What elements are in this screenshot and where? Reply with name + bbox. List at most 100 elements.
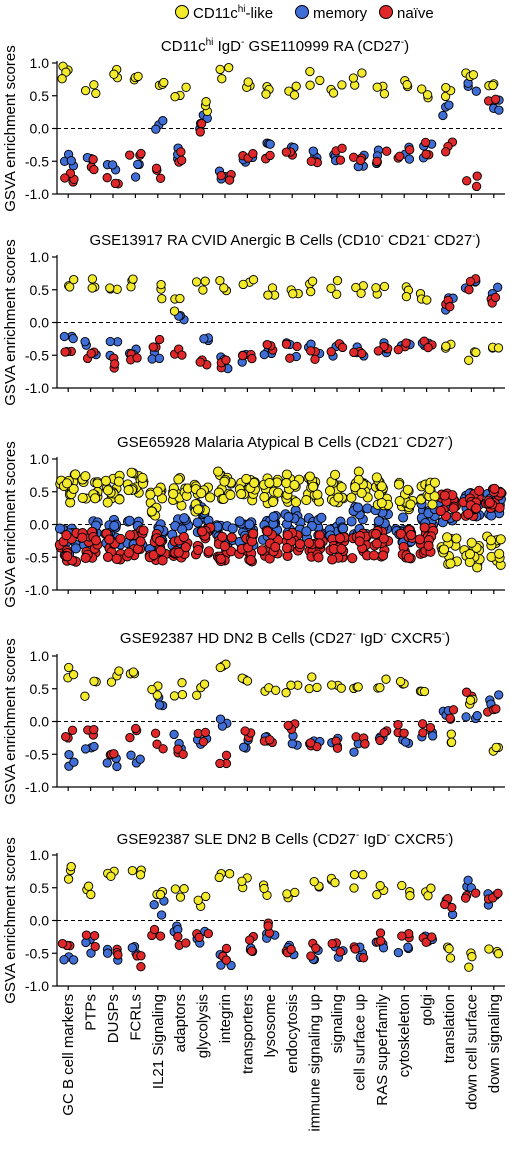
- point-cd11c: [304, 683, 314, 694]
- point-naive: [471, 888, 481, 898]
- point-cd11c: [281, 469, 292, 480]
- y-tick-label: 1.0: [30, 648, 50, 664]
- point-naive: [102, 551, 114, 563]
- point-memory: [54, 523, 66, 534]
- point-cd11c: [307, 276, 318, 286]
- point-naive: [401, 338, 411, 348]
- point-cd11c: [307, 672, 317, 682]
- point-cd11c: [106, 677, 117, 687]
- data-points: [57, 61, 504, 192]
- point-memory: [149, 900, 159, 910]
- point-naive: [180, 542, 191, 553]
- point-naive: [306, 951, 316, 961]
- point-cd11c: [147, 684, 157, 695]
- point-naive: [440, 899, 450, 910]
- point-cd11c: [181, 82, 191, 92]
- point-naive: [281, 543, 292, 554]
- point-cd11c: [57, 74, 67, 84]
- category-label: cell surface up: [351, 994, 368, 1091]
- point-cd11c: [330, 877, 340, 888]
- point-cd11c: [395, 676, 406, 687]
- point-cd11c: [191, 277, 202, 287]
- legend-marker: [175, 5, 189, 19]
- point-naive: [173, 547, 184, 558]
- panel-title: GSE13917 RA CVID Anergic B Cells (CD10- …: [89, 231, 480, 249]
- point-cd11c: [80, 85, 91, 96]
- point-cd11c: [379, 281, 390, 292]
- point-naive: [215, 758, 225, 769]
- point-cd11c: [215, 275, 225, 286]
- point-memory: [151, 124, 161, 134]
- point-memory: [316, 512, 327, 523]
- point-naive: [285, 353, 295, 363]
- category-label: adaptors: [172, 994, 189, 1052]
- point-naive: [90, 535, 102, 546]
- point-cd11c: [80, 691, 90, 701]
- category-label: transporters: [239, 994, 256, 1074]
- point-memory: [154, 700, 165, 710]
- point-cd11c: [393, 479, 404, 490]
- point-cd11c: [401, 291, 412, 302]
- point-memory: [373, 516, 384, 527]
- point-memory: [68, 333, 78, 344]
- point-naive: [195, 127, 205, 137]
- point-naive: [263, 921, 273, 931]
- point-cd11c: [114, 494, 125, 505]
- point-cd11c: [426, 883, 436, 893]
- point-memory: [244, 519, 255, 530]
- point-cd11c: [305, 80, 315, 90]
- point-cd11c: [91, 88, 101, 99]
- point-naive: [86, 348, 96, 359]
- point-cd11c: [87, 283, 97, 293]
- point-naive: [203, 546, 214, 557]
- point-naive: [286, 944, 296, 955]
- point-cd11c: [288, 289, 298, 299]
- point-naive: [265, 150, 275, 161]
- point-memory: [301, 526, 312, 537]
- point-cd11c: [224, 869, 235, 879]
- point-cd11c: [224, 62, 234, 73]
- point-cd11c: [170, 92, 180, 102]
- point-naive: [131, 723, 141, 734]
- y-tick-label: 1.0: [30, 249, 50, 265]
- category-label: integrin: [217, 994, 234, 1043]
- point-naive: [393, 720, 403, 730]
- panel-5: GSE92387 SLE DN2 B Cells (CD27- IgD- CXC…: [2, 830, 505, 1004]
- point-cd11c: [200, 276, 210, 286]
- data-points: [59, 274, 504, 374]
- point-naive: [311, 943, 321, 953]
- point-cd11c: [217, 74, 227, 84]
- point-naive: [200, 727, 211, 738]
- point-naive: [178, 749, 188, 759]
- point-naive: [151, 163, 162, 173]
- point-cd11c: [175, 293, 185, 304]
- point-naive: [397, 931, 407, 941]
- point-cd11c: [349, 869, 360, 880]
- point-naive: [102, 173, 112, 183]
- panel-title: CD11chi IgD- GSE110999 RA (CD27-): [161, 37, 409, 55]
- point-naive: [67, 725, 78, 735]
- panels: CD11chi IgD- GSE110999 RA (CD27-) 1.0 0.5 0…: [2, 37, 507, 1004]
- point-cd11c: [282, 889, 292, 899]
- y-axis-label: GSVA enrichment scores: [2, 239, 19, 405]
- point-naive: [418, 728, 428, 738]
- point-cd11c: [445, 558, 456, 569]
- point-naive: [471, 503, 482, 514]
- panel-3: GSE65928 Malaria Atypical B Cells (CD21-…: [2, 433, 507, 608]
- category-label: endocytosis: [284, 994, 301, 1073]
- point-memory: [259, 349, 269, 360]
- point-naive: [326, 347, 336, 357]
- point-memory: [124, 515, 135, 526]
- point-naive: [240, 726, 250, 736]
- category-label: down signaling: [486, 994, 503, 1093]
- point-cd11c: [493, 343, 504, 353]
- point-cd11c: [196, 488, 207, 499]
- point-naive: [405, 145, 415, 155]
- point-cd11c: [135, 870, 146, 880]
- point-memory: [169, 729, 179, 740]
- point-naive: [420, 137, 431, 148]
- point-naive: [474, 485, 485, 496]
- point-cd11c: [405, 891, 415, 901]
- point-cd11c: [446, 729, 456, 739]
